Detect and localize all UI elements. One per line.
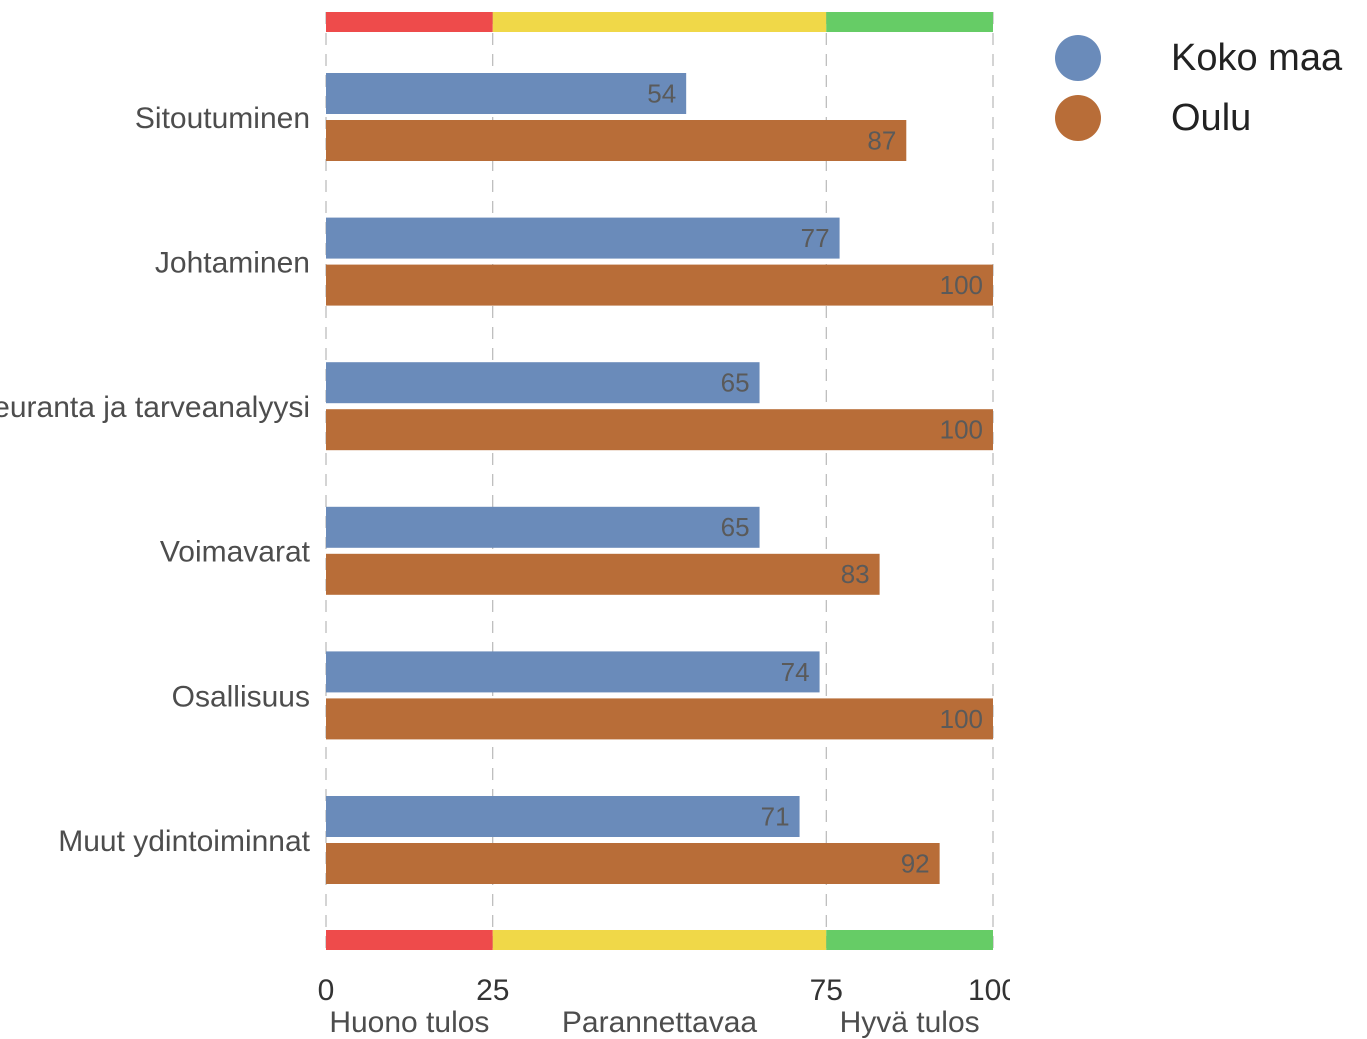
value-label-koko-maa-osallisuus: 74 — [781, 657, 810, 687]
value-label-koko-maa-johtaminen: 77 — [801, 223, 830, 253]
value-label-koko-maa-voimavarat: 65 — [721, 512, 750, 542]
value-label-oulu-seuranta-ja-tarveanalyysi: 100 — [940, 415, 983, 445]
value-label-oulu-osallisuus: 100 — [940, 704, 983, 734]
zone-band-top-huono-tulos — [326, 12, 493, 32]
category-label-osallisuus: Osallisuus — [172, 680, 310, 713]
zone-band-bottom-huono-tulos — [326, 930, 493, 950]
value-label-koko-maa-muut-ydintoiminnat: 71 — [761, 801, 790, 831]
bar-oulu-osallisuus — [326, 698, 993, 740]
bar-koko-maa-osallisuus — [326, 651, 820, 693]
value-label-oulu-muut-ydintoiminnat: 92 — [901, 848, 930, 878]
bar-koko-maa-seuranta-ja-tarveanalyysi — [326, 362, 760, 404]
legend-label-oulu: Oulu — [1171, 96, 1252, 139]
category-label-seuranta-ja-tarveanalyysi: Seuranta ja tarveanalyysi — [0, 391, 310, 424]
bar-oulu-johtaminen — [326, 264, 993, 306]
value-label-koko-maa-seuranta-ja-tarveanalyysi: 65 — [721, 368, 750, 398]
category-label-johtaminen: Johtaminen — [155, 247, 310, 280]
bar-koko-maa-voimavarat — [326, 506, 760, 548]
legend-marker-koko-maa — [1055, 35, 1101, 81]
zone-band-top-hyv-tulos — [826, 12, 993, 32]
zone-band-top-parannettavaa — [492, 12, 827, 32]
value-label-oulu-voimavarat: 83 — [841, 559, 870, 589]
legend-item-oulu: Oulu — [1055, 88, 1342, 148]
value-label-oulu-sitoutuminen: 87 — [867, 125, 896, 155]
bar-koko-maa-muut-ydintoiminnat — [326, 796, 800, 837]
zone-band-bottom-parannettavaa — [492, 930, 827, 950]
zone-label-parannettavaa: Parannettavaa — [562, 1006, 757, 1039]
bar-oulu-seuranta-ja-tarveanalyysi — [326, 409, 993, 451]
x-tick-label-0: 0 — [318, 974, 335, 1007]
legend: Koko maa Oulu — [1055, 28, 1342, 148]
bar-koko-maa-sitoutuminen — [326, 73, 687, 114]
legend-label-koko-maa: Koko maa — [1171, 36, 1343, 79]
legend-marker-oulu — [1055, 95, 1101, 141]
bar-oulu-sitoutuminen — [326, 120, 907, 161]
zone-label-huono-tulos: Huono tulos — [329, 1006, 489, 1039]
value-label-koko-maa-sitoutuminen: 54 — [647, 78, 676, 108]
zone-band-bottom-hyv-tulos — [826, 930, 993, 950]
value-label-oulu-johtaminen: 100 — [940, 270, 983, 300]
category-label-voimavarat: Voimavarat — [160, 536, 311, 569]
bar-oulu-voimavarat — [326, 553, 880, 595]
legend-item-koko-maa: Koko maa — [1055, 28, 1342, 88]
category-label-sitoutuminen: Sitoutuminen — [135, 102, 310, 135]
bar-oulu-muut-ydintoiminnat — [326, 843, 940, 884]
category-label-muut-ydintoiminnat: Muut ydintoiminnat — [58, 825, 310, 858]
zone-label-hyv-tulos: Hyvä tulos — [840, 1006, 980, 1039]
x-tick-label-100: 100 — [968, 974, 1010, 1007]
x-tick-label-75: 75 — [810, 974, 843, 1007]
bar-chart: Sitoutuminen 54 87 Johtaminen 77 100 Seuranta … — [0, 12, 1010, 1039]
bar-koko-maa-johtaminen — [326, 217, 840, 259]
x-tick-label-25: 25 — [476, 974, 509, 1007]
